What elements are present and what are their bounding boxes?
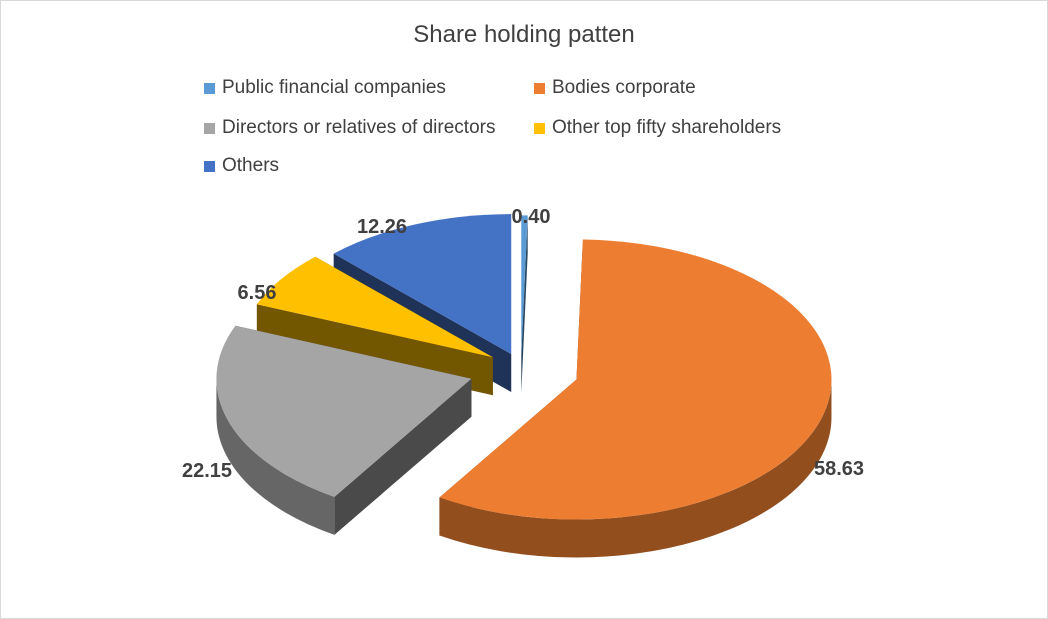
slice-side-wall (334, 378, 472, 535)
data-label: 6.56 (238, 282, 277, 304)
legend-swatch (204, 122, 215, 134)
legend-item-others: Others (204, 155, 279, 177)
slice-rim (439, 379, 832, 558)
legend-item-directors-or-relatives: Directors or relatives of directors (204, 117, 495, 139)
pie-slice (216, 325, 472, 535)
slice-top (439, 239, 832, 520)
pie-slice (521, 215, 528, 394)
data-label: 0.40 (512, 206, 551, 228)
slice-top (333, 214, 512, 355)
legend-item-public-financial-companies: Public financial companies (204, 77, 446, 99)
slice-top (521, 215, 528, 356)
legend-label: Bodies corporate (552, 77, 696, 98)
slice-rim (216, 378, 335, 535)
legend-label: Other top fifty shareholders (552, 117, 782, 138)
legend-item-bodies-corporate: Bodies corporate (534, 77, 696, 99)
data-label: 12.26 (357, 216, 407, 238)
slice-side-wall (521, 215, 528, 394)
legend-label: Directors or relatives of directors (222, 117, 496, 138)
data-label: 58.63 (814, 458, 864, 480)
legend-label: Public financial companies (222, 77, 446, 98)
slice-top (256, 256, 493, 358)
chart-title: Share holding patten (413, 21, 635, 48)
data-label: 22.15 (182, 460, 232, 482)
legend-item-other-top-fifty-shareholders: Other top fifty shareholders (534, 117, 781, 139)
legend-swatch (204, 82, 215, 94)
legend-swatch (534, 82, 545, 94)
legend-swatch (534, 122, 545, 134)
legend-swatch (204, 160, 215, 172)
legend-label: Others (222, 155, 280, 176)
chart-legend: Public financial companies Bodies corpor… (1, 1, 1047, 191)
slice-top (216, 325, 472, 497)
pie-slice (439, 239, 832, 558)
